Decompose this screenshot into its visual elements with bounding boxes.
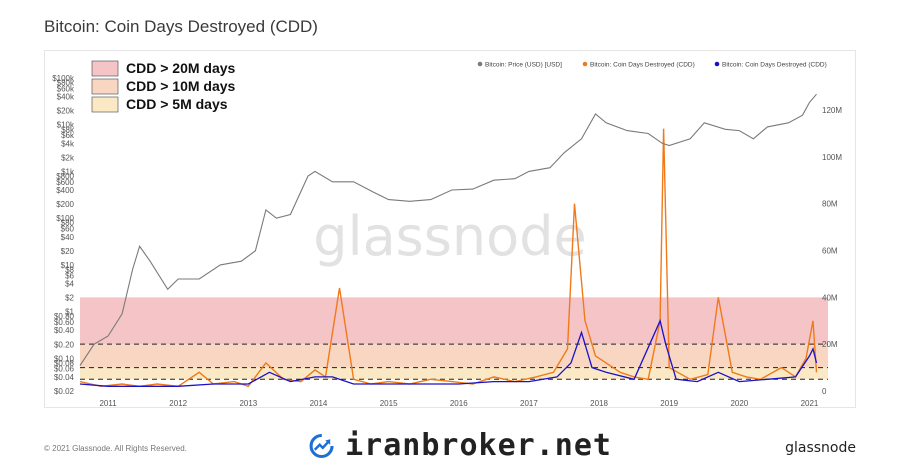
y-left-tick: $60k xyxy=(57,84,75,93)
y-left-tick: $20k xyxy=(57,107,75,116)
x-tick: 2021 xyxy=(801,399,819,408)
band-10m xyxy=(80,344,828,368)
x-tick: 2016 xyxy=(450,399,468,408)
y-left-tick: $100k xyxy=(52,74,75,83)
band-5m xyxy=(80,367,828,380)
y-left-tick: $0.80 xyxy=(54,312,75,321)
overlay-brand-text: iranbroker.net xyxy=(345,428,612,463)
y-left-tick: $1 xyxy=(65,308,74,317)
y-left-tick: $4 xyxy=(65,279,74,288)
band-legend-swatch xyxy=(91,78,119,95)
overlay-banner: iranbroker.net xyxy=(294,420,612,471)
x-tick: 2015 xyxy=(380,399,398,408)
x-tick: 2011 xyxy=(99,399,117,408)
y-left-tick: $60 xyxy=(61,225,75,234)
x-tick: 2017 xyxy=(520,399,538,408)
x-tick: 2014 xyxy=(310,399,328,408)
y-left-tick: $0.10 xyxy=(54,354,75,363)
legend-marker xyxy=(477,61,483,67)
y-left-tick: $40k xyxy=(57,93,75,102)
chart-frame xyxy=(44,50,856,408)
footer-brand: glassnode xyxy=(785,440,856,456)
y-left-tick: $0.04 xyxy=(54,373,75,382)
watermark: glassnode xyxy=(313,205,586,268)
copyright-text: © 2021 Glassnode. All Rights Reserved. xyxy=(44,444,187,453)
price-line xyxy=(79,93,817,366)
y-right-tick: 40M xyxy=(822,293,838,302)
y-left-tick: $80 xyxy=(61,219,75,228)
legend-label: Bitcoin: Coin Days Destroyed (CDD) xyxy=(722,62,827,69)
legend-label: Bitcoin: Price (USD) [USD] xyxy=(485,62,562,69)
y-left-tick: $40 xyxy=(61,233,75,242)
y-left-tick: $20 xyxy=(61,247,75,256)
y-left-tick: $0.02 xyxy=(54,387,75,396)
x-tick: 2013 xyxy=(239,399,257,408)
x-tick: 2020 xyxy=(730,399,748,408)
y-right-tick: 80M xyxy=(822,200,838,209)
y-right-tick: 100M xyxy=(822,153,842,162)
y-right-tick: 120M xyxy=(822,106,842,115)
y-left-tick: $6k xyxy=(61,131,75,140)
band-legend-swatch xyxy=(91,96,119,113)
y-left-tick: $200 xyxy=(56,200,74,209)
y-left-tick: $6 xyxy=(65,271,74,280)
cdd-blue-line xyxy=(79,318,818,387)
y-left-tick: $10k xyxy=(57,121,75,130)
y-left-tick: $2 xyxy=(65,294,74,303)
y-left-tick: $8 xyxy=(65,265,74,274)
y-right-tick: 60M xyxy=(822,247,838,256)
y-left-tick: $0.40 xyxy=(54,326,75,335)
y-left-tick: $1k xyxy=(61,167,75,176)
y-left-tick: $8k xyxy=(61,125,75,134)
y-left-tick: $100 xyxy=(56,214,74,223)
trend-arrow-icon xyxy=(309,433,334,458)
y-left-tick: $600 xyxy=(56,178,74,187)
band-legend-label: CDD > 10M days xyxy=(126,78,236,94)
y-right-tick: 0 xyxy=(822,387,827,396)
x-tick: 2019 xyxy=(660,399,678,408)
y-left-tick: $4k xyxy=(61,139,75,148)
legend-marker xyxy=(582,61,588,67)
y-left-tick: $10 xyxy=(61,261,75,270)
page-title: Bitcoin: Coin Days Destroyed (CDD) xyxy=(44,17,318,36)
band-legend-label: CDD > 20M days xyxy=(126,60,236,76)
y-left-tick: $400 xyxy=(56,186,74,195)
y-left-tick: $2k xyxy=(61,153,75,162)
x-tick: 2018 xyxy=(590,399,608,408)
legend-label: Bitcoin: Coin Days Destroyed (CDD) xyxy=(590,62,695,69)
y-left-tick: $0.20 xyxy=(54,340,75,349)
y-right-tick: 20M xyxy=(822,340,838,349)
band-legend-swatch xyxy=(91,60,119,77)
y-left-tick: $0.08 xyxy=(54,359,75,368)
legend-marker xyxy=(714,61,720,67)
band-legend-label: CDD > 5M days xyxy=(126,96,228,112)
y-left-tick: $0.06 xyxy=(54,365,75,374)
y-left-tick: $80k xyxy=(57,79,75,88)
y-left-tick: $0.60 xyxy=(54,318,75,327)
x-tick: 2012 xyxy=(169,399,187,408)
band-20m xyxy=(80,297,828,345)
y-left-tick: $800 xyxy=(56,172,74,181)
